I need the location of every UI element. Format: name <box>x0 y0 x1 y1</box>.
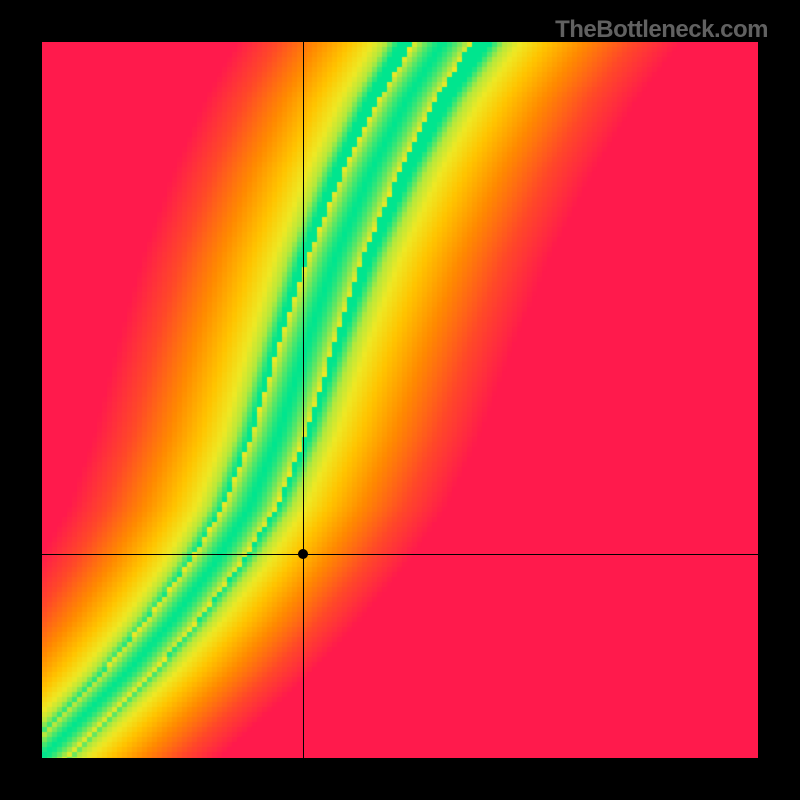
crosshair-horizontal <box>42 554 758 555</box>
crosshair-vertical <box>303 42 304 758</box>
chart-container: TheBottleneck.com <box>0 0 800 800</box>
watermark-text: TheBottleneck.com <box>555 16 768 44</box>
heatmap-canvas <box>42 42 758 758</box>
